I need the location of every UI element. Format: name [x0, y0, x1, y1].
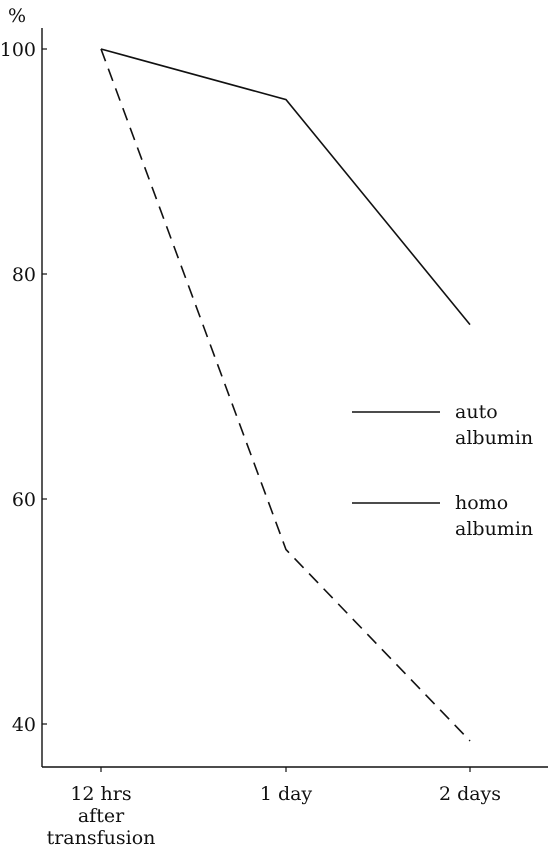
x-tick-label-line: 2 days — [439, 783, 501, 805]
legend-label-line: homo — [455, 492, 508, 514]
x-tick-label: 1 day — [260, 783, 313, 805]
y-tick-label: 80 — [12, 264, 36, 286]
legend-label-line: auto — [455, 401, 498, 423]
y-axis-label: % — [8, 5, 26, 27]
x-tick-label: 12 hrs after transfusion — [47, 783, 156, 849]
x-tick-label-line: transfusion — [47, 827, 156, 849]
x-ticks: 12 hrs after transfusion 1 day 2 days — [47, 767, 501, 849]
series-line-homo-albumin — [100, 48, 471, 742]
x-tick-label-line: 12 hrs — [70, 783, 131, 805]
y-tick-label: 60 — [12, 489, 36, 511]
legend-label: homo albumin — [455, 492, 533, 540]
legend-label-line: albumin — [455, 518, 533, 540]
x-tick-label: 2 days — [439, 783, 501, 805]
series-line-auto-albumin — [100, 48, 471, 326]
x-tick-label-line: 1 day — [260, 783, 313, 805]
legend: auto albumin homo albumin — [352, 401, 533, 540]
y-tick-label: 100 — [0, 39, 36, 61]
series-layer — [100, 48, 471, 742]
y-ticks: 40 60 80 100 — [0, 39, 47, 736]
y-tick-label: 40 — [12, 714, 36, 736]
x-tick-label-line: after — [78, 805, 125, 827]
legend-label-line: albumin — [455, 427, 533, 449]
legend-label: auto albumin — [455, 401, 533, 449]
